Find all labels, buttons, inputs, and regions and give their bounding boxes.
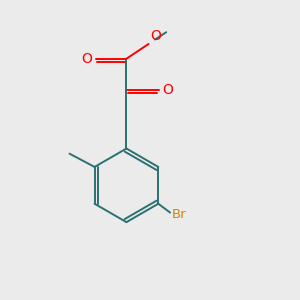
Text: O: O <box>162 82 173 97</box>
Text: O: O <box>150 28 161 43</box>
Text: Br: Br <box>172 208 186 221</box>
Text: O: O <box>81 52 92 66</box>
